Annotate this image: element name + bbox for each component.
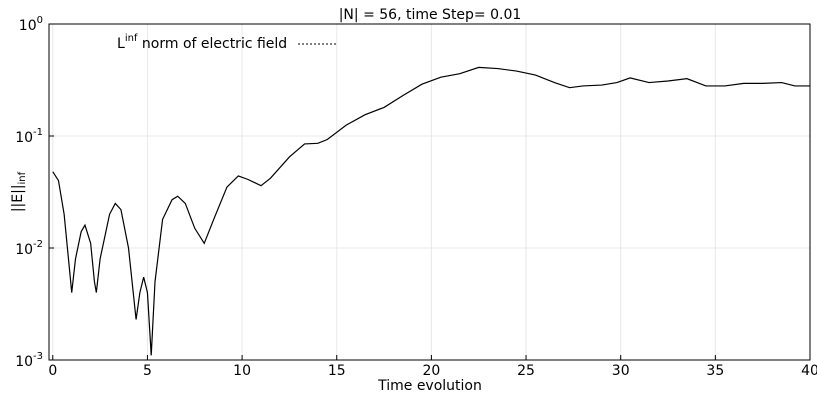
x-tick-label: 10: [233, 363, 251, 379]
legend-label: Linf norm of electric field: [117, 33, 287, 52]
x-axis-label: Time evolution: [377, 378, 482, 394]
x-tick-label: 40: [801, 363, 817, 379]
chart-title: |N| = 56, time Step= 0.01: [339, 7, 522, 23]
x-tick-label: 25: [517, 363, 535, 379]
y-tick-label: 10-2: [15, 239, 43, 258]
x-tick-label: 0: [48, 363, 57, 379]
y-tick-label: 100: [19, 15, 43, 34]
x-tick-label: 5: [143, 363, 152, 379]
x-tick-label: 30: [612, 363, 630, 379]
x-tick-label: 15: [328, 363, 346, 379]
data-line: [52, 66, 810, 356]
x-tick-label: 35: [706, 363, 724, 379]
y-tick-label: 10-1: [15, 127, 43, 146]
x-tick-label: 20: [422, 363, 440, 379]
y-axis-label: ||E||inf: [10, 171, 28, 212]
plot-frame: [48, 23, 811, 361]
y-tick-label: 10-3: [15, 351, 43, 370]
